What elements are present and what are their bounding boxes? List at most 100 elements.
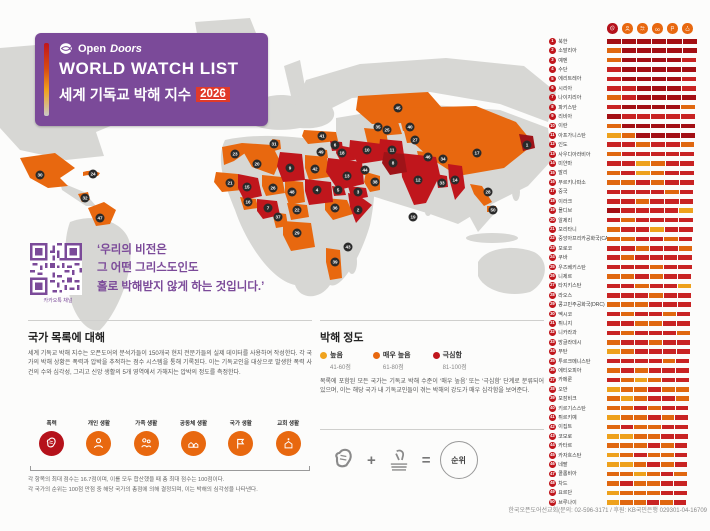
country-name: 타지키스탄 bbox=[558, 283, 582, 290]
divider bbox=[320, 429, 544, 430]
ranking-row: 13 사우디아라비아 bbox=[549, 149, 709, 158]
ranking-row: 31 튀니지 bbox=[549, 319, 709, 328]
score-bar bbox=[606, 142, 695, 148]
rank-badge: 1 bbox=[549, 37, 556, 45]
level-dot bbox=[320, 351, 327, 359]
legend-level: 높음 41-60점 bbox=[320, 350, 351, 371]
country-name: 이란 bbox=[558, 123, 568, 130]
score-bar bbox=[606, 133, 695, 138]
country-name: 나이지리아 bbox=[558, 95, 582, 102]
ranking-row: 46 네팔 bbox=[549, 460, 709, 469]
gradient-stripe bbox=[44, 43, 49, 116]
level-label: 높음 bbox=[330, 352, 343, 359]
score-bar bbox=[606, 95, 696, 101]
country-name: 튀니지 bbox=[558, 320, 573, 327]
score-bar bbox=[606, 340, 690, 345]
ranking-row: 32 니카라과 bbox=[549, 328, 709, 337]
score-bar bbox=[606, 180, 694, 185]
country-name: 파키스탄 bbox=[558, 104, 577, 111]
legend-heading: 박해 정도 bbox=[320, 332, 364, 344]
score-bar bbox=[606, 283, 692, 289]
rank-badge: 28 bbox=[549, 291, 556, 299]
ranking-row: 38 오만 bbox=[549, 385, 709, 394]
rank-result-circle: 순위 bbox=[439, 441, 478, 479]
country-name: 키르기스스탄 bbox=[558, 405, 586, 412]
score-bar bbox=[606, 490, 687, 496]
range-bracket bbox=[30, 466, 310, 471]
country-name: 에리트레아 bbox=[558, 76, 582, 83]
opendoors-logo: Open Doors bbox=[59, 42, 258, 55]
ranking-row: 9 리비아 bbox=[549, 112, 709, 121]
score-bar bbox=[606, 292, 692, 298]
country-name: 모리타니 bbox=[558, 226, 577, 233]
score-bar bbox=[606, 452, 688, 458]
ranking-row: 41 튀르키예 bbox=[549, 413, 709, 422]
rank-badge: 23 bbox=[549, 244, 556, 252]
rank-badge: 45 bbox=[549, 451, 556, 459]
rank-badge: 6 bbox=[549, 84, 556, 92]
country-name: 부르키나파소 bbox=[558, 179, 586, 186]
country-name: 튀르키예 bbox=[558, 415, 577, 422]
score-bar bbox=[606, 76, 696, 82]
rank-badge: 22 bbox=[549, 235, 556, 243]
score-bar bbox=[606, 358, 690, 364]
ranking-row: 48 차드 bbox=[549, 479, 709, 488]
score-bar bbox=[606, 443, 688, 449]
vision-quote: ‘우리의 비전은 그 어떤 그리스도인도 홀로 박해받지 않게 하는 것입니다.… bbox=[97, 241, 327, 296]
score-bar bbox=[606, 39, 697, 44]
legend-body: 목록에 포함된 모든 국가는 기독교 박해 수준이 ‘매우 높음’ 또는 ‘극심… bbox=[320, 379, 544, 395]
rank-badge: 21 bbox=[549, 226, 556, 233]
category-fist: 폭력 bbox=[28, 419, 75, 456]
ranking-row: 47 콜롬비아 bbox=[549, 469, 709, 478]
ranking-panel: 1 북한 2 소말리아 3 예멘 4 수단 5 에리트레아 6 시리아 7 나이지리아 8 파키스탄 9 리비아 1… bbox=[549, 23, 709, 507]
ranking-row: 36 에티오피아 bbox=[549, 366, 709, 375]
divider bbox=[28, 320, 312, 321]
country-name: 오만 bbox=[558, 386, 568, 393]
country-name: 미얀마 bbox=[558, 161, 573, 168]
rank-badge: 19 bbox=[549, 207, 556, 214]
level-label: 극심함 bbox=[442, 352, 462, 359]
rank-badge: 8 bbox=[549, 103, 556, 111]
ranking-row: 10 이란 bbox=[549, 121, 709, 130]
legend-level: 매우 높음 61-80점 bbox=[372, 350, 411, 371]
ranking-row: 28 라오스 bbox=[549, 291, 709, 300]
qr-caption: 카카오톡 채널 bbox=[43, 298, 73, 304]
score-bar bbox=[606, 387, 689, 392]
rank-badge: 34 bbox=[549, 348, 556, 356]
category-label: 가족 생활 bbox=[135, 421, 158, 427]
category-label: 개인 생활 bbox=[87, 421, 111, 427]
score-bar bbox=[606, 208, 693, 213]
ranking-row: 15 말리 bbox=[549, 168, 709, 177]
country-name: 카메룬 bbox=[558, 377, 573, 384]
community-icon bbox=[181, 431, 207, 456]
score-footnotes: 각 항목의 최대 점수는 16.7점이며, 이를 모두 합산했을 때 총 최대 … bbox=[28, 476, 316, 495]
rank-badge: 5 bbox=[549, 75, 556, 83]
ranking-row: 8 파키스탄 bbox=[549, 102, 709, 111]
category-family: 가족 생활 bbox=[123, 419, 170, 456]
score-bar bbox=[606, 264, 692, 270]
rank-badge: 38 bbox=[549, 385, 556, 393]
country-name: 방글라데시 bbox=[558, 339, 582, 346]
year-badge: 2026 bbox=[196, 87, 230, 102]
category-person: 개인 생활 bbox=[75, 419, 122, 456]
about-section: 국가 목록에 대해 세계 기독교 박해 지수는 오픈도어의 분석가들이 150개… bbox=[28, 329, 312, 378]
footer-contact: 한국오픈도어선교회(문의: 02-596-3171 / 후원: KB국민은행 0… bbox=[508, 508, 707, 514]
score-bar bbox=[606, 189, 694, 195]
category-label: 교회 생활 bbox=[277, 421, 300, 427]
ranking-row: 49 요르단 bbox=[549, 488, 709, 497]
rank-badge: 27 bbox=[549, 282, 556, 290]
rank-badge: 14 bbox=[549, 160, 556, 167]
plus-sign: + bbox=[367, 451, 376, 469]
score-bar bbox=[606, 424, 689, 430]
score-bar bbox=[606, 48, 697, 53]
country-name: 예멘 bbox=[558, 57, 568, 64]
score-bar bbox=[606, 198, 694, 204]
nation-icon bbox=[228, 431, 254, 456]
footnote: 각 항목의 최대 점수는 16.7점이며, 이를 모두 합산했을 때 총 최대 … bbox=[28, 477, 225, 483]
nation-icon bbox=[666, 23, 678, 34]
ranking-row: 19 몰디브 bbox=[549, 206, 709, 215]
level-dot bbox=[432, 351, 440, 359]
rank-badge: 32 bbox=[549, 329, 556, 337]
country-name: 몰디브 bbox=[558, 208, 573, 215]
